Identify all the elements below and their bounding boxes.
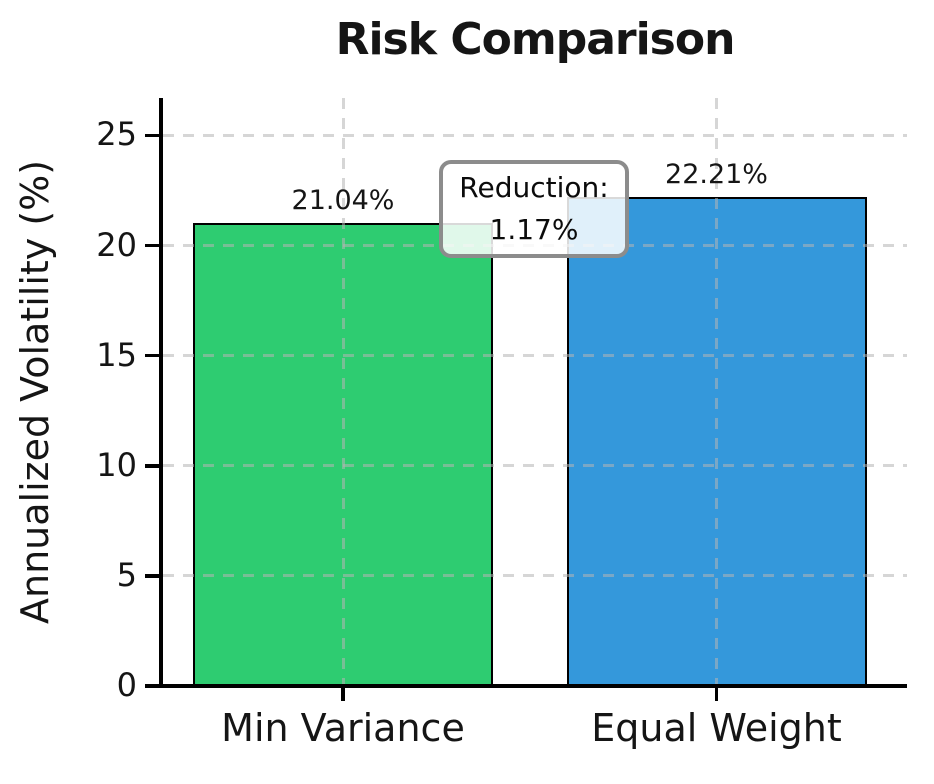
- gridline-horizontal: [163, 574, 907, 578]
- y-tick-mark: [145, 353, 163, 358]
- gridline-horizontal: [163, 464, 907, 468]
- x-tick-label-equal-weight: Equal Weight: [591, 706, 842, 750]
- reduction-annotation-label: Reduction:: [459, 171, 609, 204]
- y-tick-label: 15: [96, 335, 137, 374]
- y-tick-mark: [145, 574, 163, 578]
- y-tick-label: 5: [116, 555, 137, 594]
- gridline-vertical: [341, 98, 345, 686]
- gridline-horizontal: [163, 354, 907, 358]
- bar-value-label-min-variance: 21.04%: [291, 184, 395, 216]
- reduction-annotation: Reduction: 1.17%: [439, 160, 629, 258]
- y-tick-mark: [145, 684, 163, 688]
- y-tick-mark: [145, 133, 163, 138]
- y-tick-mark: [145, 464, 163, 468]
- y-tick-label: 10: [96, 445, 137, 484]
- x-tick-mark: [341, 688, 345, 701]
- reduction-annotation-value: 1.17%: [489, 213, 579, 246]
- x-tick-label-min-variance: Min Variance: [221, 706, 465, 750]
- y-tick-label: 0: [116, 666, 137, 704]
- chart-title: Risk Comparison: [335, 14, 736, 65]
- x-tick-mark: [714, 688, 719, 701]
- y-tick-mark: [145, 243, 163, 248]
- gridline-horizontal: [163, 133, 907, 137]
- gridline-vertical: [715, 98, 718, 686]
- x-axis-spine: [159, 684, 907, 688]
- y-tick-label: 20: [96, 225, 137, 264]
- y-tick-label: 25: [96, 115, 137, 154]
- bar-value-label-equal-weight: 22.21%: [665, 158, 768, 190]
- y-axis-label: Annualized Volatility (%): [13, 159, 57, 625]
- y-axis-spine: [159, 98, 163, 688]
